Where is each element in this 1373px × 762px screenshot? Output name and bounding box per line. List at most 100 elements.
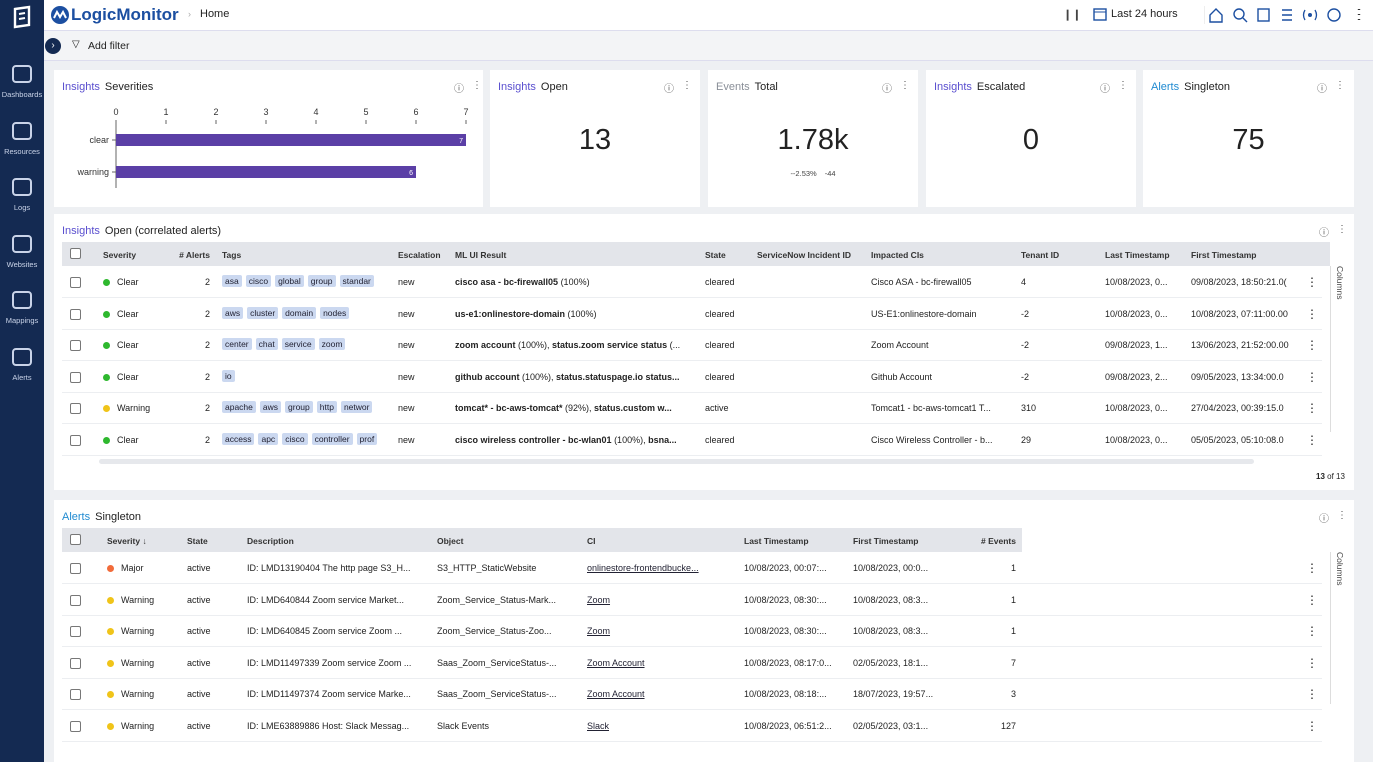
checkbox[interactable] <box>70 534 81 545</box>
help-icon[interactable]: ⓘ <box>1319 514 1329 525</box>
column-header[interactable]: Description <box>247 536 294 546</box>
column-header[interactable]: Last Timestamp <box>1105 250 1170 260</box>
help-icon[interactable]: ⓘ <box>454 84 464 95</box>
checkbox[interactable] <box>70 435 81 446</box>
event-count: 7 <box>1010 657 1016 668</box>
kpi-widget: Insights Escalated ⓘ ⋮ 0 <box>926 70 1136 207</box>
ci-link[interactable]: Zoom Account <box>587 657 645 668</box>
menu-icon[interactable]: ⋮ <box>472 80 482 91</box>
help-icon[interactable]: ⓘ <box>882 84 892 95</box>
column-header[interactable]: Object <box>437 536 464 546</box>
row-menu[interactable]: ⋮ <box>1306 338 1318 353</box>
ci-link[interactable]: onlinestore-frontendbucke... <box>587 563 699 573</box>
add-filter[interactable]: Add filter <box>88 40 130 52</box>
column-header[interactable]: Severity <box>103 250 137 260</box>
checkbox[interactable] <box>70 403 81 415</box>
checkbox[interactable] <box>70 340 81 352</box>
row-menu[interactable]: ⋮ <box>1306 592 1318 607</box>
ml-result-part: (100%) <box>558 277 590 287</box>
widget-title: Open (correlated alerts) <box>104 225 222 237</box>
checkbox[interactable] <box>70 248 81 259</box>
bar <box>116 166 416 178</box>
column-header[interactable]: Last Timestamp <box>744 536 809 546</box>
severity-dot <box>107 659 114 667</box>
help-icon[interactable]: ⓘ <box>664 84 674 95</box>
ci-link[interactable]: Slack <box>587 721 610 731</box>
help-icon[interactable]: ⓘ <box>1317 84 1327 95</box>
column-header[interactable]: CI <box>587 536 596 546</box>
sidebar-label: Alerts <box>12 373 32 382</box>
checkbox[interactable] <box>70 308 81 320</box>
columns-toggle[interactable]: Columns <box>1330 266 1345 432</box>
last-timestamp: 10/08/2023, 08:17:0... <box>744 657 832 668</box>
menu-icon[interactable]: ⋮ <box>1337 224 1347 235</box>
column-header[interactable]: # Alerts <box>179 250 210 260</box>
expand-button[interactable]: › <box>45 38 61 54</box>
severity-dot <box>107 723 114 730</box>
row-menu[interactable]: ⋮ <box>1306 561 1318 575</box>
columns-toggle[interactable]: Columns <box>1330 552 1345 704</box>
tag: nodes <box>320 306 350 319</box>
column-header[interactable]: Tags <box>222 250 242 260</box>
row-menu[interactable]: ⋮ <box>1306 306 1318 321</box>
ci-link[interactable]: Zoom Account <box>587 689 645 700</box>
last-timestamp: 10/08/2023, 06:51:2... <box>744 721 832 731</box>
row-menu[interactable]: ⋮ <box>1306 369 1318 384</box>
menu-icon[interactable]: ⋮ <box>1118 80 1128 91</box>
help-icon[interactable]: ⓘ <box>1100 84 1110 95</box>
column-header[interactable]: Severity ↓ <box>107 536 147 546</box>
severity-dot <box>107 565 114 572</box>
table-row: Clear 2 aws cluster domain nodes new us-e1:onli… <box>62 299 1322 330</box>
checkbox[interactable] <box>70 371 81 383</box>
menu-icon[interactable]: ⋮ <box>682 80 692 91</box>
time-range[interactable]: Last 24 hours <box>1111 8 1178 20</box>
checkbox[interactable] <box>70 657 81 669</box>
tag: apc <box>258 433 279 445</box>
row-menu[interactable]: ⋮ <box>1306 275 1318 289</box>
icon-shape <box>12 291 32 309</box>
row-menu[interactable]: ⋮ <box>1306 719 1318 733</box>
sidebar-label: Logs <box>13 203 31 212</box>
tag: cisco <box>282 433 308 445</box>
column-header[interactable]: Escalation <box>398 250 441 260</box>
column-header[interactable]: ServiceNow Incident ID <box>757 250 851 260</box>
row-menu[interactable]: ⋮ <box>1306 687 1318 702</box>
column-header[interactable]: # Events <box>981 536 1016 546</box>
tag: global <box>275 275 304 287</box>
row-menu[interactable]: ⋮ <box>1306 401 1318 416</box>
menu-icon[interactable]: ⋮ <box>900 80 910 91</box>
breadcrumb[interactable]: Home <box>200 8 230 20</box>
column-header[interactable]: First Timestamp <box>853 536 919 546</box>
row-menu[interactable]: ⋮ <box>1306 655 1318 670</box>
first-timestamp: 02/05/2023, 03:1... <box>853 721 929 731</box>
column-header[interactable]: State <box>187 536 208 546</box>
severity-cell: Major <box>107 563 177 573</box>
first-timestamp: 09/05/2023, 13:34:00.0 <box>1191 371 1284 382</box>
checkbox[interactable] <box>70 594 81 606</box>
column-header[interactable]: Tenant ID <box>1021 250 1060 260</box>
checkbox[interactable] <box>70 626 81 638</box>
column-header[interactable]: State <box>705 250 726 260</box>
menu-icon[interactable]: ⋮ <box>1337 510 1347 521</box>
ci-link[interactable]: Zoom <box>587 594 611 605</box>
state: cleared <box>705 371 735 382</box>
ml-result-part: status.zoom service status <box>552 340 668 351</box>
help-icon[interactable]: ⓘ <box>1319 228 1329 239</box>
state: active <box>187 626 211 637</box>
x-tick-label: 0 <box>113 107 118 117</box>
menu-icon[interactable]: ⋮ <box>1335 80 1345 91</box>
column-header[interactable]: ML UI Result <box>455 250 507 260</box>
checkbox[interactable] <box>70 721 81 732</box>
row-menu[interactable]: ⋮ <box>1306 624 1318 639</box>
checkbox[interactable] <box>70 689 81 701</box>
column-header[interactable]: Impacted CIs <box>871 250 924 260</box>
column-header[interactable]: First Timestamp <box>1191 250 1257 260</box>
sidebar-icon <box>12 122 32 140</box>
checkbox[interactable] <box>70 563 81 574</box>
pause-icon[interactable]: ❙❙ <box>1063 9 1082 21</box>
ci-link[interactable]: Zoom <box>587 626 611 637</box>
row-menu[interactable]: ⋮ <box>1306 433 1318 447</box>
widget-header: Insights Severities <box>62 81 158 93</box>
tag: http <box>316 401 337 414</box>
checkbox[interactable] <box>70 277 81 288</box>
